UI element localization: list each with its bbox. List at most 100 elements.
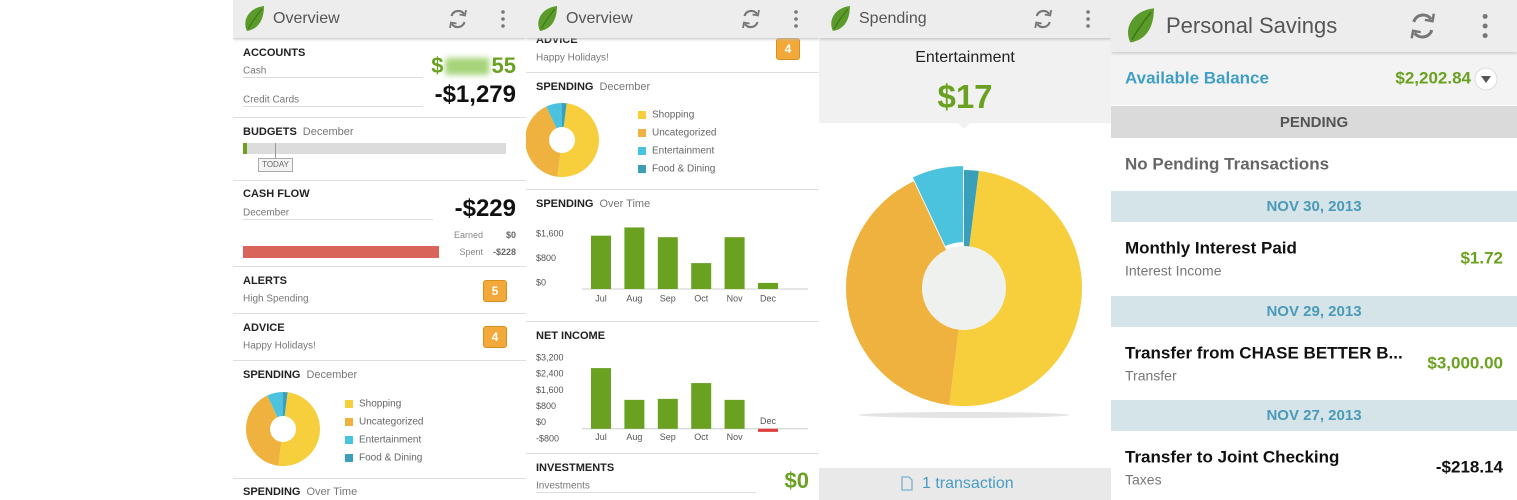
x-tick-label: Nov — [727, 293, 744, 303]
legend-swatch — [345, 454, 353, 462]
section-heading: SPENDING Over Time — [243, 486, 357, 498]
period: December — [243, 207, 290, 219]
transaction-name: Transfer to Joint Checking — [1125, 447, 1340, 467]
divider — [526, 321, 819, 322]
legend-label: Food & Dining — [652, 164, 715, 175]
account-label: Cash — [243, 65, 267, 77]
y-tick-label: -$800 — [536, 433, 559, 443]
section-heading: SPENDING December — [536, 81, 650, 93]
legend-swatch — [345, 418, 353, 426]
divider — [233, 313, 526, 314]
donut-segment — [526, 106, 561, 177]
divider — [233, 117, 526, 118]
screen-title: Spending — [859, 10, 927, 28]
header-icons — [538, 6, 798, 31]
section-heading: ALERTS — [243, 274, 287, 287]
action-bar: Overview — [526, 0, 819, 38]
donut-segment — [912, 166, 964, 247]
bar — [758, 282, 778, 289]
donut-segment — [557, 103, 599, 177]
period: Over Time — [306, 485, 358, 498]
transaction-count[interactable]: 1 transaction — [922, 475, 1014, 493]
y-tick-label: $2,400 — [536, 369, 564, 379]
bar — [691, 263, 712, 289]
menu-button[interactable] — [1482, 13, 1488, 39]
x-tick-label: Dec — [760, 416, 777, 426]
donut-segment — [546, 103, 562, 129]
underline — [243, 219, 433, 220]
cash-flow-amount: -$229 — [454, 194, 516, 222]
alert-badge[interactable]: 5 — [483, 280, 507, 302]
legend-label: Entertainment — [652, 146, 714, 157]
header-icons — [1128, 8, 1488, 43]
screen-title: Personal Savings — [1166, 12, 1338, 38]
x-tick-label: Aug — [626, 432, 642, 442]
bar — [624, 399, 645, 429]
pending-heading: PENDING — [1279, 113, 1349, 131]
footer-bar[interactable] — [819, 468, 1111, 500]
x-tick-label: Oct — [694, 293, 709, 303]
x-tick-label: Aug — [626, 293, 642, 303]
bar — [724, 399, 745, 429]
transaction-row[interactable] — [1111, 222, 1517, 295]
x-tick-label: Jul — [595, 293, 607, 303]
cash-prefix: $ — [431, 52, 444, 78]
y-tick-label: $0 — [536, 417, 546, 427]
blurred-digits — [445, 57, 490, 75]
transaction-category: Transfer — [1125, 367, 1177, 384]
advice-text: Happy Holidays! — [243, 340, 316, 352]
budget-progress — [243, 143, 247, 154]
legend-swatch — [345, 400, 353, 408]
earned-label: Earned — [453, 230, 483, 241]
pending-empty: No Pending Transactions — [1125, 154, 1330, 174]
bar — [758, 428, 778, 432]
section-heading: CASH FLOW — [243, 187, 310, 200]
summary-panel — [819, 38, 1111, 123]
charts: Shopping Uncategorized Entertainment Food &… — [245, 392, 423, 466]
donut-segment — [245, 395, 282, 466]
advice-badge[interactable]: 4 — [776, 38, 800, 60]
underline — [243, 77, 423, 78]
dropdown-button[interactable] — [1473, 66, 1499, 92]
cash-amount: $ 55 — [431, 52, 516, 78]
refresh-button[interactable] — [742, 9, 760, 29]
bar — [691, 383, 712, 429]
refresh-button[interactable] — [449, 9, 467, 29]
spending-screen: Spending Entertainment $17 1 transaction — [819, 0, 1111, 500]
legend-label: Entertainment — [359, 435, 421, 446]
legend-label: Food & Dining — [359, 453, 422, 464]
section-heading: INVESTMENTS — [536, 461, 615, 474]
action-bar: Personal Savings — [1111, 0, 1517, 52]
donut-segment — [949, 170, 1082, 406]
heading: SPENDING — [243, 485, 301, 498]
logo-vein — [1131, 11, 1152, 41]
heading: SPENDING — [243, 368, 301, 381]
overview-screen: Overview Shopping Uncategorized Entertainm… — [526, 0, 819, 500]
menu-button[interactable] — [501, 10, 505, 28]
section-heading: BUDGETS December — [243, 126, 354, 138]
charts — [845, 166, 1082, 418]
transaction-amount: $1.72 — [1460, 248, 1503, 268]
bar — [724, 237, 745, 289]
legend-swatch — [638, 165, 646, 173]
menu-button[interactable] — [794, 10, 798, 28]
donut-hole — [922, 246, 1006, 330]
header-icons — [245, 6, 505, 31]
action-bar: Overview — [233, 0, 526, 38]
y-tick-label: $1,600 — [536, 385, 564, 395]
refresh-button[interactable] — [1410, 13, 1436, 39]
balance-label: Available Balance — [1125, 68, 1269, 88]
account-label: Credit Cards — [243, 94, 300, 106]
divider — [233, 266, 526, 267]
charts: Shopping Uncategorized Entertainment Food &… — [526, 103, 808, 443]
transaction-category: Taxes — [1125, 471, 1162, 488]
transaction-amount: $3,000.00 — [1427, 353, 1503, 373]
refresh-button[interactable] — [1034, 9, 1053, 29]
donut-segment — [278, 392, 320, 466]
divider — [526, 72, 819, 73]
x-tick-label: Jul — [595, 432, 607, 442]
alert-text: High Spending — [243, 293, 309, 305]
menu-button[interactable] — [1086, 10, 1090, 28]
legend-label: Shopping — [652, 110, 694, 121]
advice-badge[interactable]: 4 — [483, 326, 507, 348]
